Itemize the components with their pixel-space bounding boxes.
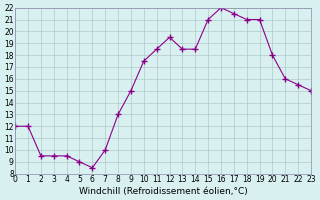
X-axis label: Windchill (Refroidissement éolien,°C): Windchill (Refroidissement éolien,°C) [79, 187, 247, 196]
